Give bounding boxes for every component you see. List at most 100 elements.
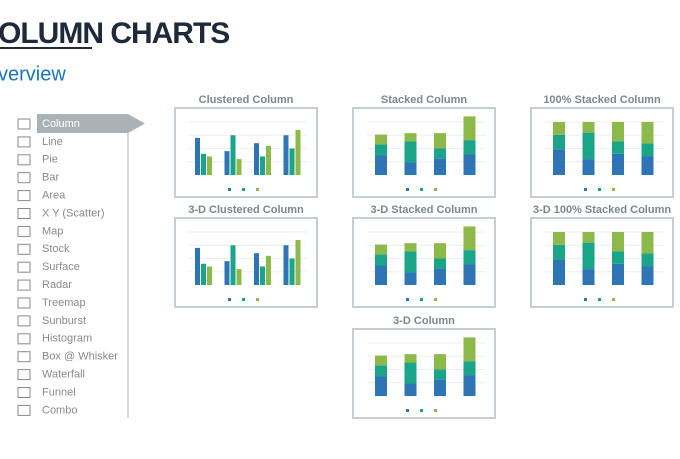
thumb-bar [375,265,387,285]
thumb-bar [404,243,417,252]
thumb-bar [207,266,212,285]
thumb-bar [404,362,417,384]
thumb-bar [404,383,417,396]
thumb-bar [404,141,417,163]
thumb-bar [463,337,476,362]
thumb-legend [434,298,437,301]
thumb-bar [463,264,476,285]
menu-item[interactable]: Stock [42,243,70,255]
menu-icon [17,279,31,291]
menu-item[interactable]: Combo [42,404,77,416]
thumb-bar [254,143,259,175]
thumb-bar [375,144,387,156]
thumb-bar [434,268,446,285]
thumb-bar [230,245,236,285]
menu-item[interactable]: Radar [42,279,72,291]
thumb-bar [582,269,595,285]
menu-item[interactable]: Funnel [42,386,76,398]
menu-icon [17,333,31,345]
menu-item[interactable]: Histogram [42,333,92,345]
thumb-bar [289,148,295,175]
thumb-legend [434,188,437,191]
thumb-bar [553,149,565,175]
thumb-bar [201,153,206,175]
thumbnail-title: 3-D Column [393,315,455,327]
thumb-bar [236,159,242,175]
thumb-bar [641,253,654,267]
menu-item[interactable]: X Y (Scatter) [42,207,105,219]
thumb-bar [224,261,230,285]
thumb-bar [612,263,624,285]
menu-item[interactable]: Box @ Whisker [42,351,118,363]
menu-item[interactable]: Bar [42,172,59,184]
menu-icon [17,118,31,130]
thumb-bar [224,151,230,175]
thumb-bar [612,141,624,154]
thumb-bar [582,122,595,133]
thumb-bar [641,232,654,254]
menu-item[interactable]: Column [42,118,80,130]
menu-item[interactable]: Sunburst [42,315,86,327]
menu-icon [17,225,31,237]
thumb-bar [375,155,387,175]
thumb-bar [230,135,236,175]
menu-icon [17,387,31,398]
menu-item[interactable]: Area [42,190,66,202]
menu-highlight [37,114,145,133]
thumb-bar [295,129,301,175]
menu-icon [17,154,31,166]
thumbnail-title: Stacked Column [381,94,467,106]
thumb-bar [434,258,446,269]
menu-item[interactable]: Treemap [42,297,86,309]
thumb-bar [207,156,212,175]
thumb-bar [612,251,624,264]
thumb-bar [553,134,565,150]
menu-icon [17,136,31,148]
thumb-legend [256,188,259,191]
menu-item[interactable]: Surface [42,261,80,273]
thumb-bar [404,162,417,175]
thumb-bar [375,244,387,255]
thumb-legend [584,298,587,301]
thumb-bar [641,143,654,157]
thumb-bar [582,159,595,175]
menu-item[interactable]: Pie [42,154,58,166]
menu-icon [17,351,31,363]
thumb-bar [260,156,265,175]
thumb-bar [463,375,476,396]
thumb-legend [420,298,423,301]
thumb-bar [375,134,387,145]
thumbnail-title: Clustered Column [199,94,294,106]
thumb-legend [242,298,245,301]
thumb-bar [434,354,446,370]
menu-icon [17,315,31,327]
menu-item[interactable]: Line [42,136,63,148]
thumb-bar [463,154,476,175]
thumb-bar [404,354,417,363]
thumb-bar [553,259,565,285]
thumb-bar [553,244,565,260]
thumb-bar [283,245,289,285]
thumb-legend [598,298,601,301]
menu-icon [17,297,31,309]
thumb-bar [434,243,446,259]
thumb-bar [283,135,289,175]
thumb-bar [463,361,476,376]
thumb-bar [463,226,476,251]
menu-item[interactable]: Waterfall [42,369,85,381]
menu-item[interactable]: Map [42,225,63,237]
thumb-legend [406,188,409,191]
thumb-bar [582,242,595,270]
menu-icon [17,369,31,381]
thumb-legend [612,298,615,301]
thumb-legend [242,188,245,191]
thumb-bar [404,251,417,273]
thumb-bar [553,122,565,135]
thumb-bar [289,258,295,285]
thumb-bar [612,122,624,142]
thumb-legend [420,188,423,191]
thumb-legend [584,188,587,191]
thumb-bar [612,153,624,175]
thumb-bar [195,137,200,175]
